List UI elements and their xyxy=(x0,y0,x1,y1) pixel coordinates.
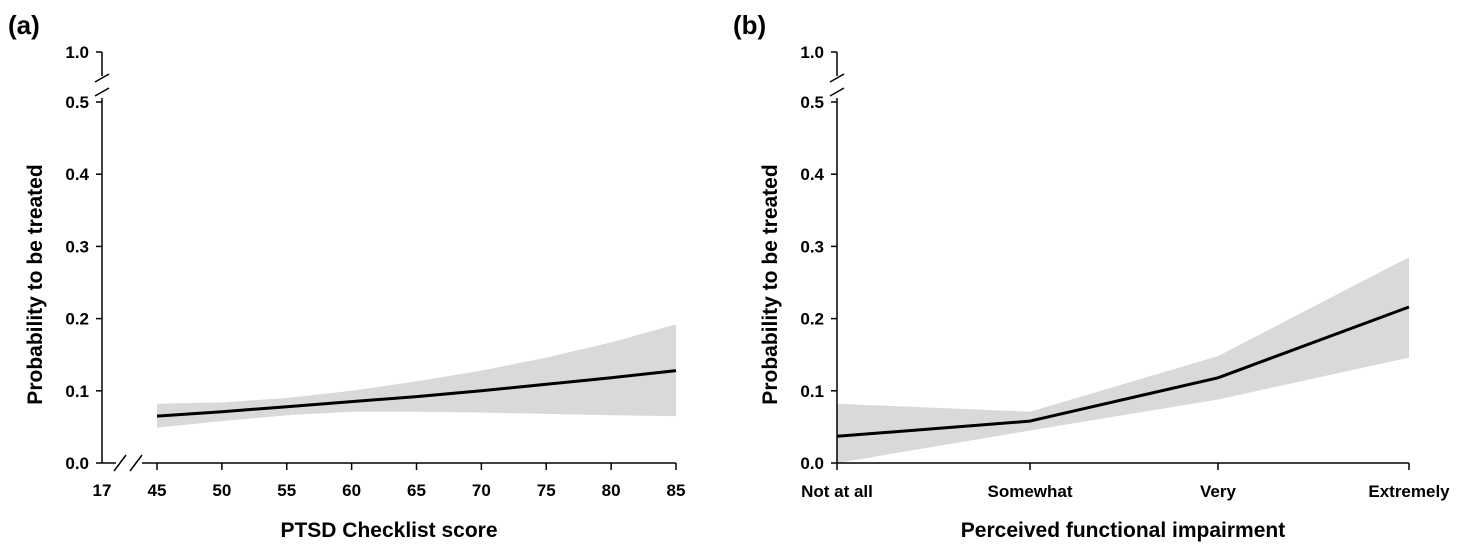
x-tick-label: 80 xyxy=(602,481,621,500)
x-tick-label: 55 xyxy=(277,481,296,500)
series-line xyxy=(156,369,677,418)
y-tick-label: 0.0 xyxy=(800,454,824,473)
confidence-band xyxy=(837,257,1409,463)
y-tick-label: 0.1 xyxy=(800,382,824,401)
x-category-label: Somewhat xyxy=(987,482,1072,501)
y-axis-title: Probability to be treated xyxy=(24,164,47,404)
panel-label: (b) xyxy=(733,10,766,40)
axis-break-mark xyxy=(829,87,845,97)
x-tick-label: 85 xyxy=(667,481,686,500)
chart-panel-b: 0.0 0.1 0.2 0.3 0.4 0.5 1.0 Not at all Somewhat V… xyxy=(733,10,1450,542)
x-tick-label-break: 17 xyxy=(93,481,112,500)
x-axis-title: PTSD Checklist score xyxy=(280,519,497,542)
y-tick-label: 0.2 xyxy=(800,310,824,329)
chart-panel-a: 0.0 0.1 0.2 0.3 0.4 0.5 1.0 17 45 50 55 60 65 70 75 80 8… xyxy=(8,10,685,542)
x-tick-label: 45 xyxy=(148,481,167,500)
x-category-label: Very xyxy=(1200,482,1236,501)
y-tick-label: 0.2 xyxy=(65,310,89,329)
x-axis-title: Perceived functional impairment xyxy=(961,519,1285,542)
x-category-label: Not at all xyxy=(801,482,873,501)
axis-break-mark xyxy=(94,73,110,83)
y-tick-label-break: 1.0 xyxy=(65,43,89,62)
x-tick-label: 65 xyxy=(407,481,426,500)
y-tick-label: 0.5 xyxy=(800,93,824,112)
y-tick-label: 0.0 xyxy=(65,454,89,473)
series-line xyxy=(836,305,1410,438)
x-category-label: Extremely xyxy=(1368,482,1450,501)
axis-break-mark xyxy=(129,454,143,472)
y-axis-title: Probability to be treated xyxy=(759,164,782,404)
y-tick-label: 0.3 xyxy=(800,237,824,256)
axis-break-mark xyxy=(113,454,127,472)
x-tick-label: 50 xyxy=(212,481,231,500)
y-tick-label: 0.5 xyxy=(65,93,89,112)
axis-break-mark xyxy=(829,73,845,83)
x-tick-label: 75 xyxy=(537,481,556,500)
y-tick-label: 0.1 xyxy=(65,382,89,401)
x-tick-label: 60 xyxy=(342,481,361,500)
y-tick-label: 0.3 xyxy=(65,237,89,256)
y-tick-label: 0.4 xyxy=(65,165,89,184)
panel-label: (a) xyxy=(8,10,40,40)
x-tick-label: 70 xyxy=(472,481,491,500)
y-tick-label: 0.4 xyxy=(800,165,824,184)
axis-break-mark xyxy=(94,87,110,97)
y-tick-label-break: 1.0 xyxy=(800,43,824,62)
confidence-band xyxy=(157,324,676,428)
